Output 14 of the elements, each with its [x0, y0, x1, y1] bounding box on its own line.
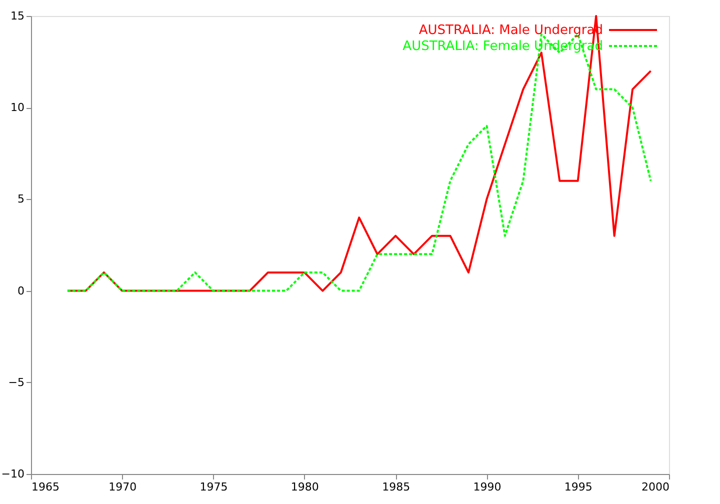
- y-tick-label: −10: [1, 468, 24, 480]
- y-tick-label: −5: [8, 376, 24, 389]
- x-tick-label: 2000: [642, 480, 670, 494]
- x-tick-label: 1995: [564, 480, 592, 494]
- y-tick-label: 0: [18, 284, 24, 298]
- x-tick-label: 1965: [32, 480, 60, 494]
- y-tick-label: 10: [10, 101, 24, 114]
- x-tick-label: 1970: [108, 480, 137, 494]
- y-tick-label: 15: [10, 10, 24, 22]
- x-tick-label: 1990: [473, 480, 502, 494]
- x-tick-label: 1975: [200, 480, 228, 494]
- x-tick-label: 1980: [290, 480, 319, 494]
- y-tick-label: 5: [18, 192, 24, 206]
- x-tick-label: 1985: [382, 480, 410, 494]
